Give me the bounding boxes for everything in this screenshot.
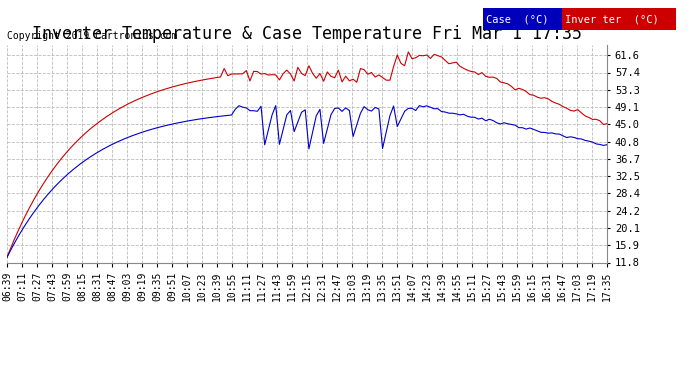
- Text: Inver ter  (°C): Inver ter (°C): [565, 14, 659, 24]
- Text: Case  (°C): Case (°C): [486, 14, 549, 24]
- Title: Inverter Temperature & Case Temperature Fri Mar 1 17:35: Inverter Temperature & Case Temperature …: [32, 26, 582, 44]
- Text: Copyright 2019 Cartronics.com: Copyright 2019 Cartronics.com: [7, 32, 177, 41]
